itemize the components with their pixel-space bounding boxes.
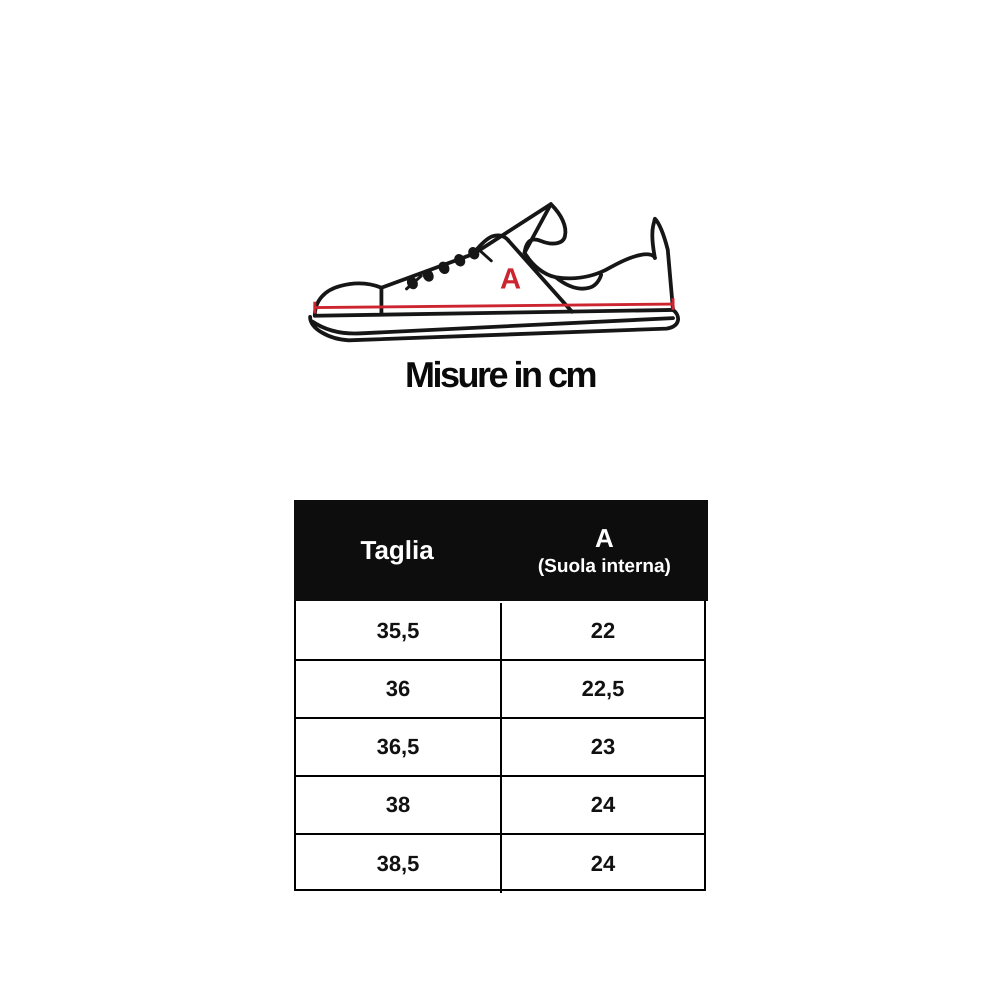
svg-text:A: A — [500, 262, 521, 295]
